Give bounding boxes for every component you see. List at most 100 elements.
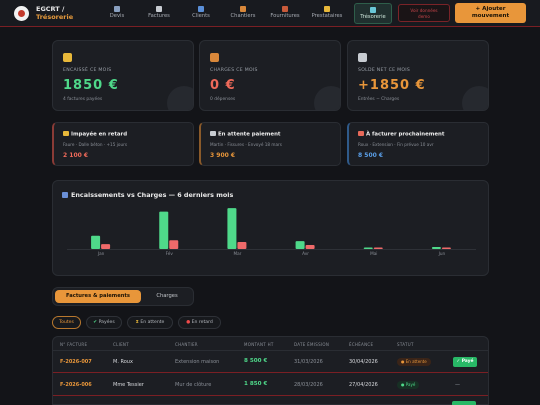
- alert-desc: Faure · Dalle béton · +15 jours: [63, 142, 128, 147]
- card-icon: [210, 131, 216, 136]
- kpi-value: 0 €: [210, 78, 236, 93]
- logo-icon[interactable]: [14, 6, 29, 21]
- kpi-label: SOLDE NET CE MOIS: [358, 68, 411, 73]
- demo-button-line1: Voir données: [410, 8, 438, 13]
- decorative-circle: [167, 86, 193, 110]
- filter-pending[interactable]: ⧗ En attente: [127, 316, 173, 329]
- bar-fév-series-1: [169, 240, 179, 249]
- filter-late[interactable]: ● En retard: [178, 316, 221, 329]
- hourglass-icon: ⧗: [135, 320, 141, 325]
- alert-card-pending[interactable]: En attente paiement Martin · Fissures · …: [199, 122, 341, 166]
- chantier-name: Mur de clôture: [175, 382, 212, 388]
- nav-item-prestataires[interactable]: Prestataires: [306, 3, 348, 24]
- alert-title-row: Impayée en retard: [63, 131, 127, 138]
- alert-title: À facturer prochainement: [366, 131, 445, 138]
- col-header: CLIENT: [113, 342, 129, 347]
- alert-title-row: À facturer prochainement: [358, 131, 444, 138]
- kpi-value: 1850 €: [63, 78, 119, 93]
- chart-icon: [62, 191, 68, 198]
- x-tick-label: Mar: [233, 251, 241, 256]
- invoice-number[interactable]: F-2026-007: [60, 359, 92, 365]
- status-dot-icon: ●: [401, 382, 406, 387]
- next-row-button-peek[interactable]: [452, 401, 476, 405]
- check-icon: ✔: [93, 320, 99, 325]
- kpi-sub: Entrées − Charges: [358, 97, 400, 102]
- construction-icon: [240, 6, 246, 12]
- nav-item-factures[interactable]: Factures: [138, 3, 180, 24]
- kpi-sub: 4 factures payées: [63, 97, 103, 102]
- amount: 1 850 €: [244, 381, 268, 387]
- nav-label: Prestataires: [311, 13, 343, 19]
- col-header: N° FACTURE: [60, 342, 88, 347]
- filter-label: En attente: [140, 320, 165, 325]
- chantier-name: Extension maison: [175, 359, 220, 365]
- bar-avr-series-0: [295, 241, 305, 249]
- tab-factures-paiements[interactable]: Factures & paiements: [55, 290, 141, 303]
- bar-fév-series-0: [159, 211, 169, 249]
- nav-item-tresorerie[interactable]: Trésorerie: [354, 3, 392, 24]
- alert-title: En attente paiement: [218, 131, 281, 138]
- kpi-label: ENCAISSÉ CE MOIS: [63, 68, 112, 73]
- filter-all[interactable]: Toutes: [52, 316, 81, 329]
- alert-title: Impayée en retard: [71, 131, 128, 138]
- kpi-label: CHARGES CE MOIS: [210, 68, 258, 73]
- nav-label: Clients: [192, 13, 210, 19]
- add-movement-button[interactable]: + Ajouter mouvement: [455, 3, 526, 23]
- kpi-card-solde: SOLDE NET CE MOIS +1850 € Entrées − Char…: [347, 40, 489, 111]
- cash-icon: [370, 7, 376, 13]
- client-name: Mme Tessier: [113, 382, 144, 388]
- status-badge: ● Payé: [397, 381, 420, 389]
- table-row[interactable]: F-2026-007 M. Roux Extension maison 8 50…: [53, 351, 488, 373]
- kpi-card-charges: CHARGES CE MOIS 0 € 0 dépenses: [199, 40, 341, 111]
- outbox-icon: [210, 53, 219, 62]
- status-badge: ● En attente: [397, 358, 431, 366]
- nav-item-devis[interactable]: Devis: [96, 3, 138, 24]
- invoice-icon: [156, 6, 162, 12]
- x-tick-label: Avr: [302, 251, 309, 256]
- kpi-sub: 0 dépenses: [210, 97, 236, 102]
- bar-mai-series-0: [363, 247, 373, 249]
- x-tick-label: Mai: [370, 251, 377, 256]
- chart-card: Jan Fév Mar Avr Mai Jun Encaissements vs Char…: [52, 180, 489, 276]
- tab-bar: Factures & paiements Charges: [52, 287, 194, 306]
- table-row[interactable]: F-2026-006 Mme Tessier Mur de clôture 1 …: [53, 374, 488, 396]
- due-date: 27/04/2026: [349, 382, 378, 388]
- alert-amount: 2 100 €: [63, 152, 89, 159]
- main-nav: Devis Factures Clients Chantiers Fournitures…: [96, 3, 392, 24]
- add-button-line1: + Ajouter: [475, 6, 506, 12]
- kpi-card-encaisse: ENCAISSÉ CE MOIS 1850 € 4 factures payée…: [52, 40, 194, 111]
- bar-mar-series-0: [227, 208, 237, 249]
- alert-card-to-invoice[interactable]: À facturer prochainement Roux · Extensio…: [347, 122, 489, 166]
- alert-amount: 8 500 €: [358, 152, 384, 159]
- invoice-number[interactable]: F-2026-006: [60, 382, 92, 388]
- alert-title-row: En attente paiement: [210, 131, 280, 138]
- invoices-table: N° FACTURE CLIENT CHANTIER MONTANT HT DA…: [52, 336, 489, 405]
- calendar-icon: [358, 131, 364, 136]
- kpi-value: +1850 €: [358, 78, 426, 93]
- demo-data-button[interactable]: Voir données demo: [398, 4, 450, 22]
- filter-paid[interactable]: ✔ Payées: [86, 316, 122, 329]
- table-header: N° FACTURE CLIENT CHANTIER MONTANT HT DA…: [53, 337, 488, 351]
- users-icon: [198, 6, 204, 12]
- nav-item-fournitures[interactable]: Fournitures: [264, 3, 306, 24]
- alert-card-overdue[interactable]: Impayée en retard Faure · Dalle béton · …: [52, 122, 194, 166]
- nav-item-clients[interactable]: Clients: [180, 3, 222, 24]
- chart-title: Encaissements vs Charges — 6 derniers mo…: [71, 191, 234, 199]
- warning-icon: [63, 131, 69, 136]
- col-header: MONTANT HT: [244, 342, 274, 347]
- status-dot-icon: ●: [401, 359, 406, 364]
- due-date: 30/04/2026: [349, 359, 378, 365]
- mark-paid-button[interactable]: ✓ Payé: [453, 357, 477, 367]
- balance-scale-icon: [358, 53, 367, 62]
- nav-item-chantiers[interactable]: Chantiers: [222, 3, 264, 24]
- brand: EGCRT / Trésorerie: [36, 5, 73, 21]
- col-header: STATUT: [397, 342, 414, 347]
- chart-title-row: Encaissements vs Charges — 6 derniers mo…: [62, 191, 233, 199]
- money-bag-icon: [63, 53, 72, 62]
- tab-charges[interactable]: Charges: [156, 293, 178, 299]
- filter-label: Payées: [98, 320, 115, 325]
- nav-label: Fournitures: [270, 13, 300, 19]
- issue-date: 31/03/2026: [294, 359, 323, 365]
- document-icon: [114, 6, 120, 12]
- col-header: CHANTIER: [175, 342, 198, 347]
